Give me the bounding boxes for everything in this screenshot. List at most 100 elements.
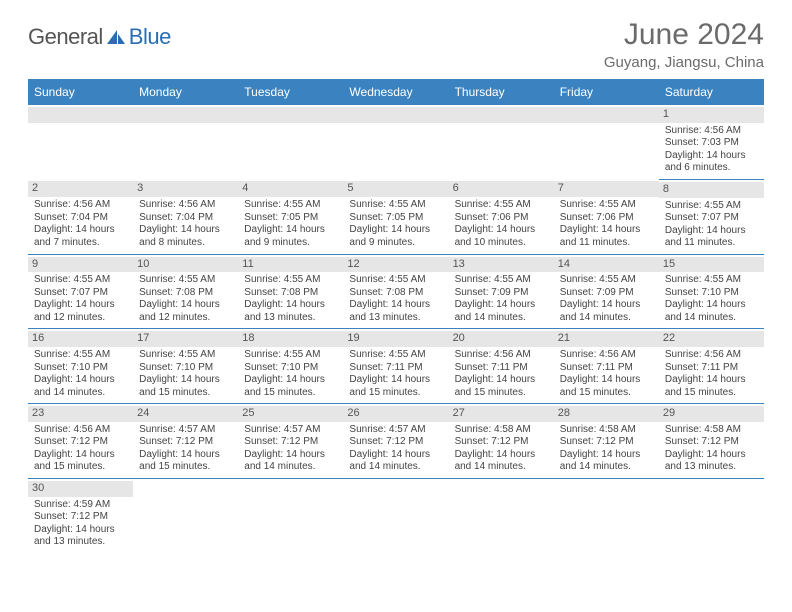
sunrise-text: Sunrise: 4:55 AM [34, 349, 127, 362]
calendar-day-cell: 13Sunrise: 4:55 AMSunset: 7:09 PMDayligh… [449, 254, 554, 329]
sunset-text: Sunset: 7:04 PM [34, 212, 127, 225]
calendar-day-cell: 25Sunrise: 4:57 AMSunset: 7:12 PMDayligh… [238, 404, 343, 479]
calendar-day-cell: 18Sunrise: 4:55 AMSunset: 7:10 PMDayligh… [238, 329, 343, 404]
day-number: 26 [343, 406, 448, 422]
calendar-week-row: 9Sunrise: 4:55 AMSunset: 7:07 PMDaylight… [28, 254, 764, 329]
daylight-text: Daylight: 14 hours and 11 minutes. [560, 224, 653, 249]
sunrise-text: Sunrise: 4:55 AM [455, 199, 548, 212]
sunset-text: Sunset: 7:12 PM [455, 436, 548, 449]
sunset-text: Sunset: 7:06 PM [455, 212, 548, 225]
day-number: 18 [238, 331, 343, 347]
weekday-header: Saturday [659, 79, 764, 105]
sunrise-text: Sunrise: 4:55 AM [665, 274, 758, 287]
calendar-day-cell [343, 478, 448, 552]
daylight-text: Daylight: 14 hours and 15 minutes. [139, 449, 232, 474]
calendar-day-cell [449, 105, 554, 179]
daylight-text: Daylight: 14 hours and 13 minutes. [34, 524, 127, 549]
sunrise-text: Sunrise: 4:55 AM [349, 349, 442, 362]
day-number: 3 [133, 181, 238, 197]
sunset-text: Sunset: 7:05 PM [349, 212, 442, 225]
calendar-week-row: 1Sunrise: 4:56 AMSunset: 7:03 PMDaylight… [28, 105, 764, 179]
daylight-text: Daylight: 14 hours and 13 minutes. [665, 449, 758, 474]
sunrise-text: Sunrise: 4:57 AM [349, 424, 442, 437]
day-number: 27 [449, 406, 554, 422]
day-number: 6 [449, 181, 554, 197]
day-number: 21 [554, 331, 659, 347]
day-number: 15 [659, 257, 764, 273]
sunset-text: Sunset: 7:12 PM [139, 436, 232, 449]
sunset-text: Sunset: 7:08 PM [349, 287, 442, 300]
sunset-text: Sunset: 7:05 PM [244, 212, 337, 225]
weekday-header: Tuesday [238, 79, 343, 105]
day-number: 30 [28, 481, 133, 497]
daylight-text: Daylight: 14 hours and 14 minutes. [455, 449, 548, 474]
day-number: 24 [133, 406, 238, 422]
sunrise-text: Sunrise: 4:55 AM [244, 199, 337, 212]
sunrise-text: Sunrise: 4:56 AM [665, 125, 758, 138]
weekday-header-row: Sunday Monday Tuesday Wednesday Thursday… [28, 79, 764, 105]
calendar-day-cell: 26Sunrise: 4:57 AMSunset: 7:12 PMDayligh… [343, 404, 448, 479]
daylight-text: Daylight: 14 hours and 12 minutes. [34, 299, 127, 324]
sunrise-text: Sunrise: 4:55 AM [560, 199, 653, 212]
calendar-day-cell [343, 105, 448, 179]
sunrise-text: Sunrise: 4:56 AM [34, 424, 127, 437]
calendar-day-cell: 4 Sunrise: 4:55 AMSunset: 7:05 PMDaylight… [238, 179, 343, 254]
calendar-day-cell: 12Sunrise: 4:55 AMSunset: 7:08 PMDayligh… [343, 254, 448, 329]
calendar-day-cell [238, 478, 343, 552]
daylight-text: Daylight: 14 hours and 15 minutes. [560, 374, 653, 399]
day-number: 28 [554, 406, 659, 422]
calendar-day-cell: 20Sunrise: 4:56 AMSunset: 7:11 PMDayligh… [449, 329, 554, 404]
daylight-text: Daylight: 14 hours and 14 minutes. [665, 299, 758, 324]
sunrise-text: Sunrise: 4:55 AM [244, 274, 337, 287]
sunrise-text: Sunrise: 4:55 AM [349, 199, 442, 212]
calendar-day-cell: 6Sunrise: 4:55 AMSunset: 7:06 PMDaylight… [449, 179, 554, 254]
daylight-text: Daylight: 14 hours and 8 minutes. [139, 224, 232, 249]
daylight-text: Daylight: 14 hours and 14 minutes. [244, 449, 337, 474]
calendar-week-row: 2Sunrise: 4:56 AMSunset: 7:04 PMDaylight… [28, 179, 764, 254]
daylight-text: Daylight: 14 hours and 14 minutes. [34, 374, 127, 399]
calendar-day-cell: 16Sunrise: 4:55 AMSunset: 7:10 PMDayligh… [28, 329, 133, 404]
calendar-day-cell: 11Sunrise: 4:55 AMSunset: 7:08 PMDayligh… [238, 254, 343, 329]
calendar-day-cell: 14Sunrise: 4:55 AMSunset: 7:09 PMDayligh… [554, 254, 659, 329]
day-number: 8 [659, 182, 764, 198]
sunset-text: Sunset: 7:11 PM [665, 362, 758, 375]
daylight-text: Daylight: 14 hours and 14 minutes. [455, 299, 548, 324]
daylight-text: Daylight: 14 hours and 9 minutes. [244, 224, 337, 249]
sunset-text: Sunset: 7:12 PM [665, 436, 758, 449]
sunrise-text: Sunrise: 4:58 AM [455, 424, 548, 437]
sunset-text: Sunset: 7:11 PM [560, 362, 653, 375]
daylight-text: Daylight: 14 hours and 9 minutes. [349, 224, 442, 249]
day-number: 14 [554, 257, 659, 273]
day-number: 4 [238, 181, 343, 197]
sunset-text: Sunset: 7:06 PM [560, 212, 653, 225]
calendar-table: Sunday Monday Tuesday Wednesday Thursday… [28, 79, 764, 553]
sunrise-text: Sunrise: 4:55 AM [139, 349, 232, 362]
sunrise-text: Sunrise: 4:55 AM [244, 349, 337, 362]
sunrise-text: Sunrise: 4:57 AM [244, 424, 337, 437]
daylight-text: Daylight: 14 hours and 12 minutes. [139, 299, 232, 324]
calendar-day-cell: 23Sunrise: 4:56 AMSunset: 7:12 PMDayligh… [28, 404, 133, 479]
sunrise-text: Sunrise: 4:56 AM [34, 199, 127, 212]
page-title: June 2024 [604, 18, 764, 52]
weekday-header: Monday [133, 79, 238, 105]
calendar-day-cell: 27 Sunrise: 4:58 AMSunset: 7:12 PMDayligh… [449, 404, 554, 479]
daylight-text: Daylight: 14 hours and 15 minutes. [455, 374, 548, 399]
sunset-text: Sunset: 7:08 PM [139, 287, 232, 300]
sunset-text: Sunset: 7:09 PM [560, 287, 653, 300]
empty-day-header [133, 107, 238, 123]
weekday-header: Sunday [28, 79, 133, 105]
sunset-text: Sunset: 7:10 PM [34, 362, 127, 375]
day-number: 25 [238, 406, 343, 422]
calendar-day-cell [133, 478, 238, 552]
sunrise-text: Sunrise: 4:56 AM [665, 349, 758, 362]
day-number: 29 [659, 406, 764, 422]
sunset-text: Sunset: 7:11 PM [455, 362, 548, 375]
daylight-text: Daylight: 14 hours and 14 minutes. [349, 449, 442, 474]
day-number: 2 [28, 181, 133, 197]
calendar-day-cell [554, 478, 659, 552]
calendar-day-cell: 29Sunrise: 4:58 AMSunset: 7:12 PMDayligh… [659, 404, 764, 479]
daylight-text: Daylight: 14 hours and 15 minutes. [349, 374, 442, 399]
weekday-header: Thursday [449, 79, 554, 105]
daylight-text: Daylight: 14 hours and 7 minutes. [34, 224, 127, 249]
daylight-text: Daylight: 14 hours and 15 minutes. [34, 449, 127, 474]
